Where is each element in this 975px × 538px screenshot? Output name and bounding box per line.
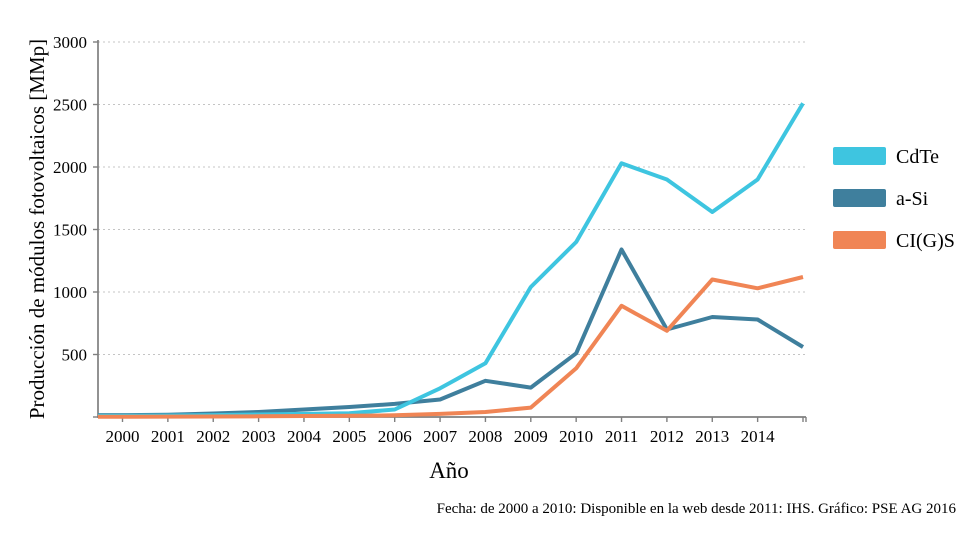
series-lines — [98, 102, 805, 419]
y-tick-label-1500: 1500 — [53, 221, 87, 240]
x-tick-label-2002: 2002 — [196, 427, 230, 446]
y-tick-label-2000: 2000 — [53, 158, 87, 177]
series-line-cigs — [98, 275, 804, 419]
x-tick-label-2004: 2004 — [287, 427, 322, 446]
x-tick-label-2009: 2009 — [514, 427, 548, 446]
x-tick-label-2007: 2007 — [423, 427, 458, 446]
y-axis-title: Producción de módulos fotovoltaicos [MMp… — [25, 39, 49, 419]
x-tick-label-2003: 2003 — [242, 427, 276, 446]
legend-swatch-asi — [833, 189, 886, 207]
x-tick-label-2012: 2012 — [650, 427, 684, 446]
x-tick-label-2000: 2000 — [106, 427, 140, 446]
legend: CdTe a-Si CI(G)S — [833, 146, 955, 252]
gridlines — [98, 41, 806, 355]
footer-attribution: Fecha: de 2000 a 2010: Disponible en la … — [437, 501, 957, 517]
series-line-asi — [98, 247, 805, 418]
x-tick-label-2006: 2006 — [378, 427, 412, 446]
legend-label-cdte: CdTe — [896, 146, 939, 168]
x-axis-title: Año — [429, 458, 469, 483]
x-tick-label-2013: 2013 — [695, 427, 729, 446]
x-tick-label-2008: 2008 — [468, 427, 502, 446]
x-tick-label-2005: 2005 — [332, 427, 366, 446]
legend-swatch-cdte — [833, 147, 886, 165]
series-line-cdte — [98, 102, 805, 418]
y-tick-label-1000: 1000 — [53, 283, 87, 302]
legend-label-cigs: CI(G)S — [896, 230, 955, 252]
x-tick-label-2014: 2014 — [741, 427, 776, 446]
y-tick-label-500: 500 — [62, 346, 88, 365]
y-tick-label-3000: 3000 — [53, 33, 87, 52]
x-tick-label-2011: 2011 — [605, 427, 638, 446]
axes: 500 1000 1500 2000 2500 3000 2000 2001 2002 2003 2… — [53, 33, 807, 446]
x-tick-label-2001: 2001 — [151, 427, 185, 446]
legend-swatch-cigs — [833, 231, 886, 249]
x-tick-label-2010: 2010 — [559, 427, 593, 446]
legend-label-asi: a-Si — [896, 188, 929, 210]
y-tick-label-2500: 2500 — [53, 96, 87, 115]
